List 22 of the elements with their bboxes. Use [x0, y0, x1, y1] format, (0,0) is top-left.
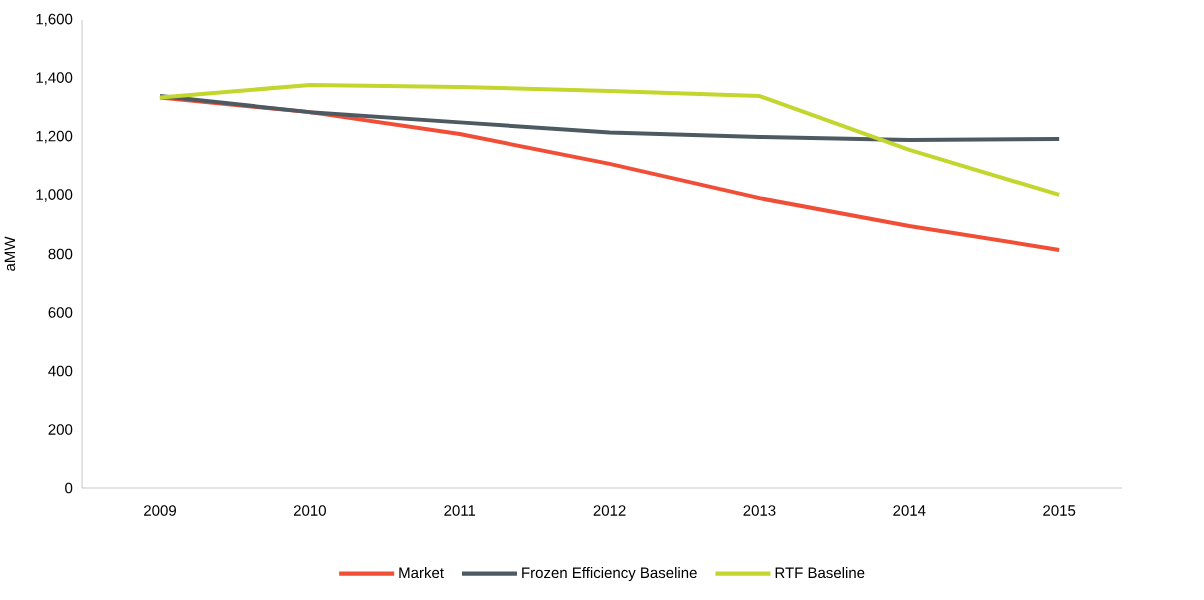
x-tick-label: 2013 — [743, 505, 776, 516]
y-tick-label: 1,000 — [36, 189, 73, 202]
x-tick-label: 2014 — [893, 505, 926, 516]
y-axis-title: aMW — [4, 236, 16, 271]
y-tick-label: 600 — [48, 307, 73, 318]
y-tick-label: 800 — [48, 248, 73, 260]
y-tick-label: 1,400 — [36, 72, 73, 85]
y-tick-label: 400 — [48, 365, 73, 377]
x-tick-label: 2015 — [1043, 505, 1076, 516]
x-tick-label: 2009 — [144, 505, 176, 516]
y-tick-label: 0 — [65, 482, 73, 494]
legend-label: Frozen Efficiency Baseline — [522, 567, 697, 582]
x-tick-label: 2011 — [444, 505, 476, 516]
legend-label: Market — [399, 567, 444, 579]
x-tick-label: 2010 — [293, 505, 326, 516]
line-series — [158, 94, 1062, 142]
y-tick-label: 1,200 — [36, 130, 73, 144]
y-tick-label: 1,600 — [36, 13, 73, 27]
line-series — [158, 82, 1062, 197]
legend-label: RTF Baseline — [775, 567, 865, 579]
x-tick-label: 2012 — [593, 505, 626, 516]
y-tick-label: 200 — [48, 424, 73, 435]
